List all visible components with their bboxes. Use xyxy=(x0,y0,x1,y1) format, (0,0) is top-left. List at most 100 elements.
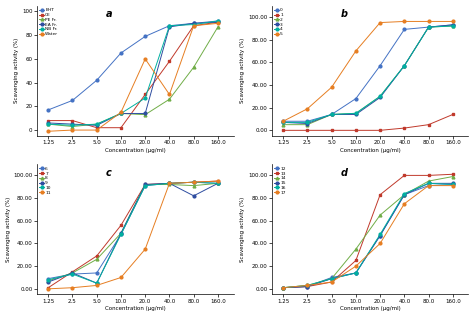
Water xyxy=(94,128,100,132)
Water xyxy=(166,93,172,96)
Y-axis label: Scavenging activity (%): Scavenging activity (%) xyxy=(240,197,246,262)
Legend: 6, 7, 8, 9, 10, 11: 6, 7, 8, 9, 10, 11 xyxy=(39,166,51,195)
17 xyxy=(377,242,383,245)
9 xyxy=(166,181,172,185)
BHT xyxy=(191,22,197,25)
11 xyxy=(70,286,75,290)
Line: 0: 0 xyxy=(282,23,454,123)
15 xyxy=(305,285,310,288)
Line: 10: 10 xyxy=(47,181,219,285)
16 xyxy=(329,277,335,281)
7 xyxy=(215,179,221,183)
1 xyxy=(401,126,407,130)
13 xyxy=(353,259,359,262)
12 xyxy=(450,183,456,186)
Text: d: d xyxy=(340,168,347,178)
Line: 9: 9 xyxy=(47,182,219,285)
PE Fr. xyxy=(215,25,221,29)
CE xyxy=(191,24,197,28)
X-axis label: Concentration (μg/ml): Concentration (μg/ml) xyxy=(105,148,165,153)
17 xyxy=(426,184,431,188)
6 xyxy=(166,181,172,185)
NB Fr. xyxy=(94,122,100,126)
4 xyxy=(401,64,407,68)
EA Fr. xyxy=(118,112,124,115)
4 xyxy=(353,111,359,115)
16 xyxy=(426,181,431,185)
10 xyxy=(94,281,100,285)
12 xyxy=(353,271,359,275)
Line: 1: 1 xyxy=(282,113,454,132)
5 xyxy=(280,120,286,123)
9 xyxy=(142,183,148,186)
14 xyxy=(426,179,431,183)
Text: a: a xyxy=(106,10,112,19)
16 xyxy=(280,286,286,290)
12 xyxy=(426,184,431,188)
9 xyxy=(94,281,100,285)
7 xyxy=(46,286,51,290)
0 xyxy=(353,97,359,100)
NB Fr. xyxy=(191,23,197,26)
CE xyxy=(94,126,100,130)
6 xyxy=(191,180,197,184)
Legend: BHT, CE, PE Fr., EA Fr., NB Fr., Water: BHT, CE, PE Fr., EA Fr., NB Fr., Water xyxy=(39,8,59,37)
11 xyxy=(118,275,124,279)
Water xyxy=(46,129,51,133)
3 xyxy=(377,95,383,99)
Text: b: b xyxy=(340,10,347,19)
NB Fr. xyxy=(142,96,148,100)
4 xyxy=(377,94,383,98)
9 xyxy=(46,280,51,284)
12 xyxy=(280,286,286,290)
PE Fr. xyxy=(46,122,51,126)
2 xyxy=(329,113,335,116)
CE xyxy=(118,126,124,130)
11 xyxy=(94,283,100,287)
17 xyxy=(353,264,359,268)
Line: 2: 2 xyxy=(282,25,454,126)
1 xyxy=(280,128,286,132)
1 xyxy=(305,128,310,132)
BHT xyxy=(118,51,124,55)
15 xyxy=(353,271,359,275)
12 xyxy=(305,285,310,288)
Line: 3: 3 xyxy=(282,23,454,125)
13 xyxy=(450,172,456,176)
Line: 12: 12 xyxy=(282,183,454,289)
10 xyxy=(215,181,221,185)
Line: 6: 6 xyxy=(47,181,219,280)
7 xyxy=(70,270,75,274)
1 xyxy=(329,128,335,132)
Line: Water: Water xyxy=(47,22,219,133)
CE xyxy=(166,59,172,63)
13 xyxy=(329,280,335,284)
CE xyxy=(142,93,148,96)
4 xyxy=(329,113,335,116)
11 xyxy=(166,181,172,185)
Line: BHT: BHT xyxy=(47,20,219,111)
16 xyxy=(353,271,359,275)
Legend: 0, 1, 2, 3, 4, 5: 0, 1, 2, 3, 4, 5 xyxy=(274,8,283,37)
8 xyxy=(94,257,100,261)
3 xyxy=(329,113,335,116)
12 xyxy=(401,193,407,197)
BHT xyxy=(46,108,51,112)
0 xyxy=(426,25,431,29)
1 xyxy=(450,113,456,116)
Line: 16: 16 xyxy=(282,182,454,289)
Water xyxy=(191,24,197,28)
0 xyxy=(377,64,383,68)
Line: 7: 7 xyxy=(47,180,219,289)
EA Fr. xyxy=(166,25,172,29)
PE Fr. xyxy=(118,112,124,115)
2 xyxy=(450,24,456,28)
10 xyxy=(70,272,75,276)
17 xyxy=(401,202,407,206)
12 xyxy=(377,234,383,237)
11 xyxy=(191,180,197,184)
EA Fr. xyxy=(70,122,75,126)
16 xyxy=(401,192,407,196)
NB Fr. xyxy=(118,112,124,115)
X-axis label: Concentration (μg/ml): Concentration (μg/ml) xyxy=(340,307,401,311)
